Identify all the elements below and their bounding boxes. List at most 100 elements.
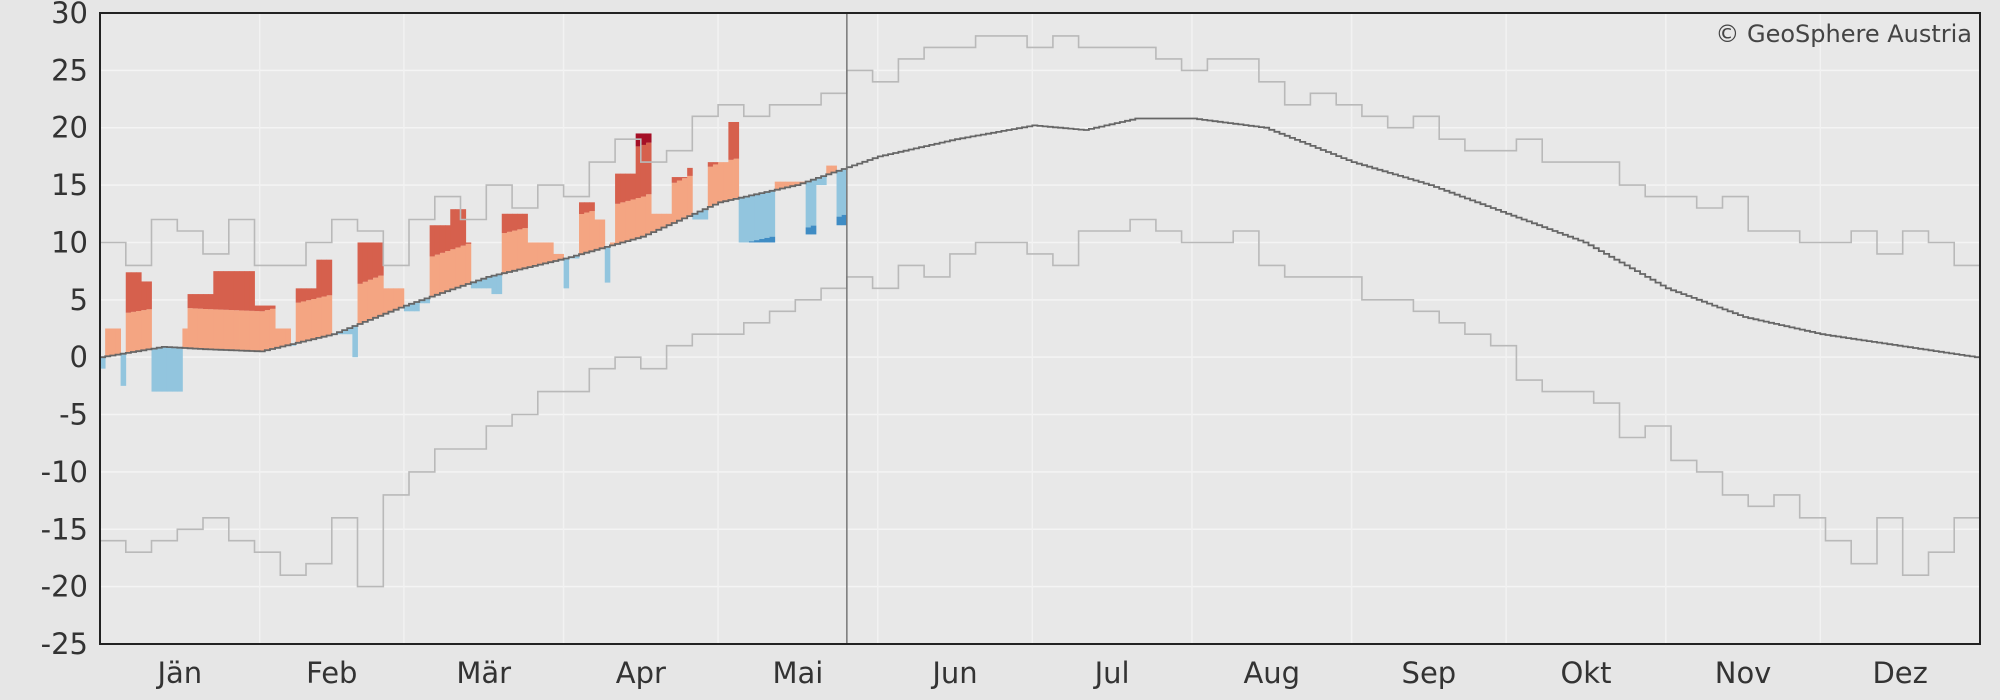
cold-bar [563,258,570,289]
very-warm-bar [522,213,528,229]
very-warm-bar [130,272,137,312]
very-warm-bar [506,213,513,232]
cold-bar [805,181,812,228]
very-warm-bar [707,162,714,167]
warm-bar [826,165,832,175]
very-warm-bar [512,213,518,231]
warm-bar [208,309,214,350]
warm-bar [532,242,539,266]
warm-bar [661,213,667,228]
cold-bar [151,348,158,392]
warm-bar [249,310,255,352]
warm-bar [779,181,786,189]
warm-bar [635,198,642,239]
very-warm-bar [372,242,379,278]
warm-bar [707,166,714,207]
very-warm-bar [187,294,194,309]
warm-bar [460,245,467,286]
warm-bar [640,196,647,237]
cold-bar [347,328,353,335]
very-warm-bar [455,209,461,248]
warm-bar [687,175,693,217]
x-tick-label: Nov [1715,656,1772,690]
cold-bar [697,211,704,220]
y-tick-label: 0 [70,340,88,374]
cold-bar [815,177,822,186]
very-warm-bar [326,259,333,296]
warm-bar [316,297,322,338]
warm-bar [233,310,240,351]
very-warm-bar [264,305,271,311]
warm-bar [774,181,781,190]
warm-bar [594,219,601,250]
very-warm-bar [434,225,441,255]
warm-bar [223,309,230,350]
very-warm-bar [254,305,261,312]
cold-bar [342,330,348,335]
cold-bar [491,275,498,295]
very-warm-bar [517,213,523,230]
warm-bar [398,288,405,308]
warm-bar [501,233,508,274]
cold-bar [754,194,760,241]
very-warm-bar [213,271,219,310]
cold-bar [476,280,482,289]
warm-bar [197,308,204,349]
warm-bar [388,288,394,312]
warm-bar [130,311,137,353]
warm-bar [244,310,250,351]
very-warm-bar [300,288,307,302]
very-warm-bar [445,225,451,252]
very-warm-bar [208,294,214,310]
very-warm-bar [465,242,472,244]
very-cold-bar [754,240,760,243]
warm-bar [609,242,616,246]
x-tick-label: Dez [1872,656,1927,690]
warm-bar [625,200,631,242]
very-warm-bar [367,242,374,280]
very-warm-bar [228,271,235,311]
very-cold-bar [810,225,817,235]
warm-bar [295,302,302,343]
very-warm-bar [589,202,595,212]
warm-bar [429,256,436,297]
very-warm-bar [269,305,276,309]
warm-bar [656,213,662,230]
cold-bar [692,213,698,220]
very-warm-bar [146,281,152,310]
cold-bar [481,278,487,289]
warm-bar [651,213,657,233]
warm-bar [455,247,461,288]
very-warm-bar [136,272,142,312]
series-lines [100,35,1980,588]
warm-bar [269,308,276,349]
warm-bar [146,309,152,350]
cold-bar [810,179,817,226]
very-warm-bar [362,242,369,282]
very-warm-bar [306,288,312,301]
warm-bar [110,328,116,356]
warm-bar [723,162,729,202]
warm-bar [615,203,621,244]
very-warm-bar [316,259,322,298]
very-warm-bar [682,177,688,179]
very-warm-bar [439,225,446,253]
warm-bar [285,328,291,346]
warm-bar [275,328,281,348]
very-cold-bar [764,237,770,243]
very-warm-bar [223,271,230,310]
warm-bar [141,310,147,351]
y-tick-label: -5 [59,398,88,432]
warm-bar [182,328,188,349]
very-warm-bar [460,209,467,246]
warm-bar [630,199,637,240]
x-tick-label: Jun [930,656,977,690]
cold-bar [496,274,503,295]
cold-bar [352,326,358,358]
warm-bar [718,162,724,203]
warm-bar [666,213,673,226]
warm-bar [326,295,333,336]
very-warm-bar [687,167,693,176]
cold-bar [573,255,580,259]
very-cold-bar [748,241,755,243]
